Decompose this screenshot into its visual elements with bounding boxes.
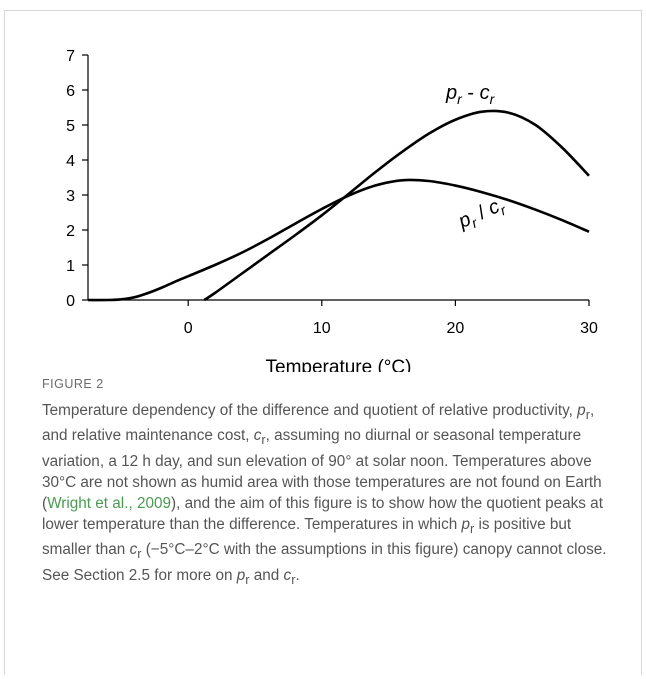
label-op: - <box>462 82 480 104</box>
x-tick-label: 0 <box>184 320 193 337</box>
caption-text: and <box>249 566 284 584</box>
y-tick-label: 0 <box>66 293 75 310</box>
label-c-sub: r <box>490 91 496 107</box>
x-tick-label: 20 <box>447 320 465 337</box>
x-axis-title: Temperature (°C) <box>266 357 412 372</box>
y-axis: 0 1 2 3 4 5 6 7 <box>66 48 89 310</box>
caption-text: p <box>236 566 246 584</box>
caption-text: p <box>461 516 470 534</box>
y-tick-label: 5 <box>66 118 75 135</box>
label-p-sub: r <box>469 214 481 231</box>
x-tick-label: 30 <box>580 320 598 337</box>
caption-text: c <box>283 566 292 584</box>
y-tick-label: 7 <box>66 48 75 65</box>
caption-text: r <box>585 407 590 423</box>
caption-citation-link[interactable]: Wright et al., 2009 <box>47 494 171 512</box>
caption-text: is positive but smaller than <box>42 516 572 559</box>
caption-text: (−5°C–2°C with the assumptions in this f… <box>42 541 607 584</box>
y-tick-label: 3 <box>66 188 75 205</box>
figure-label: FIGURE 2 <box>42 377 104 391</box>
series-label-quotient: pr / cr <box>454 193 509 236</box>
figure-frame <box>4 10 642 675</box>
caption-text: ), and the aim of this figure is to show… <box>42 494 603 534</box>
caption-text: r <box>245 571 250 587</box>
caption-text: , and relative maintenance cost, <box>42 402 595 445</box>
figure-caption: Temperature dependency of the difference… <box>42 400 622 590</box>
series-layer <box>87 109 590 302</box>
caption-text: , assuming no diurnal or seasonal temper… <box>42 427 602 512</box>
caption-text: Temperature dependency of the difference… <box>42 402 578 419</box>
caption-text: r <box>261 432 266 448</box>
series-line-quotient <box>87 178 590 302</box>
caption-text: p <box>577 402 586 419</box>
x-axis: 0 10 20 30 <box>88 299 598 337</box>
caption-text: c <box>129 541 138 559</box>
caption-text: c <box>253 427 262 445</box>
y-tick-label: 6 <box>66 83 75 100</box>
label-p: p <box>445 82 457 104</box>
y-tick-label: 4 <box>66 153 75 170</box>
label-p-sub: r <box>457 91 463 107</box>
label-c: c <box>480 82 490 104</box>
label-c-sub: r <box>498 201 510 218</box>
caption-text: r <box>470 521 475 537</box>
series-label-difference: pr - cr <box>445 82 496 107</box>
series-line-difference <box>203 109 590 302</box>
caption-text: r <box>137 546 142 562</box>
y-tick-label: 2 <box>66 223 75 240</box>
caption-text: r <box>291 571 296 587</box>
x-tick-label: 10 <box>313 320 331 337</box>
caption-text: . <box>295 566 300 584</box>
y-tick-label: 1 <box>66 258 75 275</box>
